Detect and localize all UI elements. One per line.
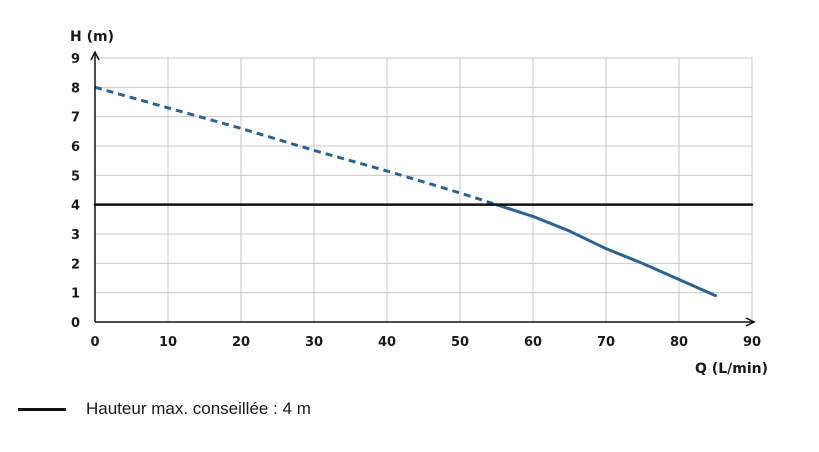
y-tick-label: 1 <box>71 287 80 302</box>
axes <box>90 50 756 327</box>
grid <box>95 57 753 322</box>
y-tick-label: 7 <box>71 111 80 126</box>
pump-curve-dashed <box>94 85 497 207</box>
y-tick-label: 6 <box>71 140 80 155</box>
x-tick-label: 70 <box>597 335 615 350</box>
x-tick-label: 20 <box>232 335 250 350</box>
legend-swatch-max-height <box>18 407 66 411</box>
x-tick-label: 50 <box>451 335 469 350</box>
x-tick-label: 60 <box>524 335 542 350</box>
legend-label: Hauteur max. conseillée : 4 m <box>86 399 311 418</box>
x-tick-label: 30 <box>305 335 323 350</box>
y-tick-label: 2 <box>71 257 80 272</box>
x-tick-label: 10 <box>159 335 177 350</box>
pump-curve-solid <box>495 203 717 298</box>
y-tick-label: 5 <box>71 169 80 184</box>
y-tick-label: 3 <box>71 228 80 243</box>
x-tick-label: 40 <box>378 335 396 350</box>
x-axis-arrow <box>745 317 756 327</box>
pump-curve-chart: 0 10 20 30 40 50 60 70 80 90 0 1 2 3 4 5 6 7 8 9 H (m) Q (L… <box>70 29 768 377</box>
x-tick-label: 80 <box>670 335 688 350</box>
tick-labels: 0 10 20 30 40 50 60 70 80 90 0 1 2 3 4 5 6 7 8 9 <box>71 52 761 350</box>
y-tick-label: 8 <box>71 81 80 96</box>
y-axis-arrow <box>90 50 100 61</box>
x-axis-title: Q (L/min) <box>695 361 768 377</box>
y-tick-label: 4 <box>71 199 80 214</box>
x-tick-label: 90 <box>743 335 761 350</box>
y-axis-title: H (m) <box>70 29 114 45</box>
legend: Hauteur max. conseillée : 4 m <box>18 396 311 422</box>
y-tick-label: 9 <box>71 52 80 67</box>
x-tick-label: 0 <box>90 335 99 350</box>
series-layer <box>93 85 754 298</box>
y-tick-label: 0 <box>71 316 80 331</box>
